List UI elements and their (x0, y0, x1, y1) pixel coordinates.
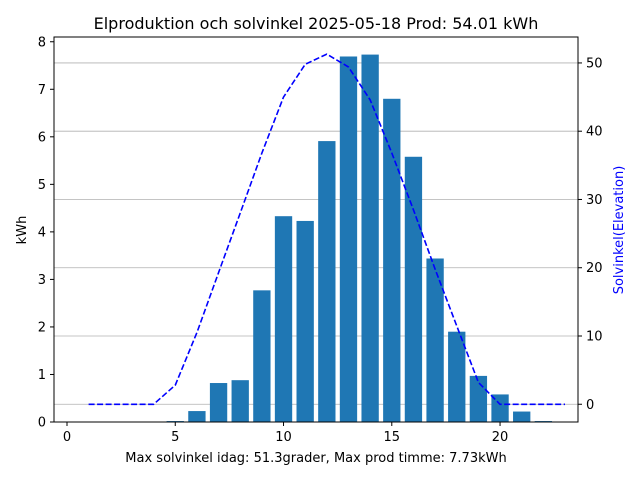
y-tick-label: 8 (38, 35, 46, 50)
y2-tick-label: 20 (586, 261, 603, 276)
x-axis-title: Max solvinkel idag: 51.3grader, Max prod… (125, 451, 506, 466)
bar (361, 54, 379, 422)
bar (469, 375, 488, 422)
bar (274, 216, 293, 422)
elevation-series (88, 53, 565, 406)
bar (188, 411, 206, 422)
x-tick-label: 5 (171, 430, 179, 445)
y-tick-label: 7 (38, 83, 46, 98)
y2-tick-label: 10 (586, 329, 603, 344)
y-tick-label: 2 (38, 320, 46, 335)
bar (426, 258, 444, 422)
bar (318, 141, 336, 422)
y-axis-left-title: kWh (15, 216, 30, 245)
elevation-line (88, 53, 565, 406)
x-tick-label: 10 (275, 430, 292, 445)
x-tick-label: 20 (492, 430, 509, 445)
x-tick-label: 0 (63, 430, 71, 445)
y-tick-label: 1 (38, 368, 46, 383)
bar-series (166, 54, 553, 422)
bar (513, 411, 531, 422)
bar (383, 98, 401, 422)
bar (404, 156, 423, 422)
bar (448, 331, 466, 422)
y-axis-right-title: Solvinkel(Elevation) (612, 166, 627, 295)
y2-tick-label: 0 (586, 398, 594, 413)
bar (209, 383, 228, 422)
bar (339, 56, 358, 422)
y-axis-left-ticks: 0 1 2 3 4 5 6 7 8 (38, 35, 54, 431)
y-tick-label: 5 (38, 178, 46, 193)
bar (253, 290, 271, 422)
y2-tick-label: 40 (586, 125, 603, 140)
y-axis-right-ticks: 0 10 20 30 40 50 (578, 56, 603, 413)
y-tick-label: 0 (38, 416, 46, 431)
y2-tick-label: 50 (586, 56, 603, 71)
y-tick-label: 3 (38, 273, 46, 288)
y-tick-label: 4 (38, 225, 46, 240)
x-axis-ticks: 0 5 10 15 20 (63, 422, 508, 445)
chart-title: Elproduktion och solvinkel 2025-05-18 Pr… (94, 14, 539, 33)
x-tick-label: 15 (384, 430, 401, 445)
bar (231, 380, 249, 422)
bar (491, 394, 509, 422)
bar (296, 220, 314, 422)
y2-tick-label: 30 (586, 193, 603, 208)
gridlines (54, 62, 578, 405)
plot-frame (53, 36, 579, 423)
y-tick-label: 6 (38, 130, 46, 145)
